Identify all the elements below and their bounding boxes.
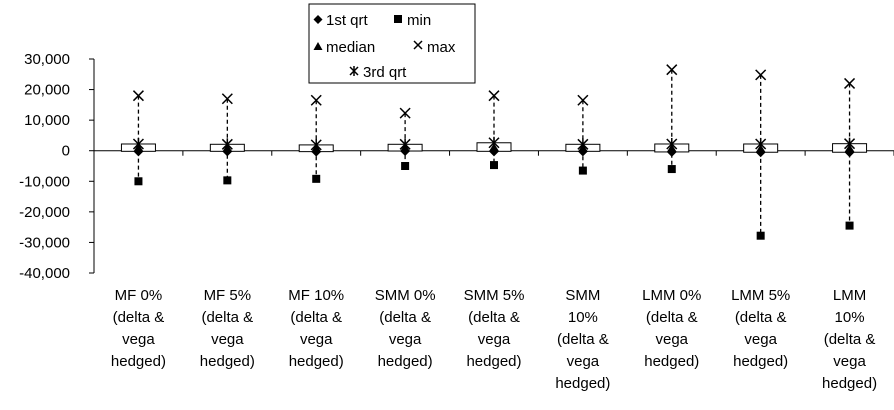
legend-diamond-icon <box>313 15 323 24</box>
min-marker <box>401 162 410 170</box>
legend-label-median: median <box>326 39 375 56</box>
legend-label-3rd-qrt: 3rd qrt <box>363 64 407 81</box>
category-2 <box>298 94 334 183</box>
legend-triangle-icon <box>313 42 323 50</box>
q1-marker <box>844 147 855 158</box>
x-axis: MF 0% (delta & vega hedged) MF 5% (delta & veg… <box>93 150 894 392</box>
q1-marker <box>133 146 144 157</box>
x-category-label: MF 5% (delta & vega hedged) <box>200 287 255 370</box>
legend-x-icon <box>413 40 423 50</box>
legend: 1st qrt min median max 3rd qrt <box>308 3 476 84</box>
max-marker <box>310 94 322 106</box>
y-tick-label: -10,000 <box>19 173 70 190</box>
x-category-label: LMM 10% (delta & vega hedged) <box>822 287 877 392</box>
legend-label-1st-qrt: 1st qrt <box>326 12 369 29</box>
plot-area <box>120 64 868 240</box>
max-marker <box>132 90 144 102</box>
category-3 <box>387 107 423 170</box>
q1-marker <box>577 146 588 157</box>
y-tick-label: -40,000 <box>19 265 70 282</box>
x-category-label: SMM 5% (delta & vega hedged) <box>464 287 525 370</box>
legend-label-max: max <box>427 39 456 56</box>
min-marker <box>756 231 765 240</box>
y-axis: 30,000 20,000 10,000 0 -10,000 -20,000 -30,000… <box>19 51 95 282</box>
min-marker <box>223 176 232 185</box>
category-0 <box>120 90 156 186</box>
legend-asterisk-icon <box>349 66 359 76</box>
category-5 <box>565 94 601 175</box>
legend-box <box>308 3 476 84</box>
max-marker <box>844 77 856 89</box>
q1-marker <box>666 146 677 157</box>
category-4 <box>476 90 512 170</box>
min-marker <box>667 165 676 174</box>
max-marker <box>755 69 767 81</box>
min-marker <box>312 174 321 183</box>
y-tick-label: 20,000 <box>24 82 70 99</box>
q1-marker <box>311 146 322 157</box>
legend-square-icon <box>394 15 402 23</box>
min-marker <box>490 161 498 170</box>
legend-label-min: min <box>407 12 431 29</box>
max-marker <box>399 107 411 119</box>
q1-marker <box>755 147 766 158</box>
x-category-label: LMM 5% (delta & vega hedged) <box>731 287 790 370</box>
y-tick-label: 10,000 <box>24 112 70 129</box>
category-7 <box>743 69 779 240</box>
category-8 <box>832 77 868 230</box>
y-tick-label: -30,000 <box>19 234 70 251</box>
max-marker <box>488 90 500 102</box>
x-category-label: MF 10% (delta & vega hedged) <box>288 287 344 370</box>
y-tick-label: 30,000 <box>24 51 70 68</box>
q1-marker <box>222 146 233 157</box>
category-1 <box>209 93 245 185</box>
min-marker <box>134 177 143 186</box>
min-marker <box>578 166 587 175</box>
max-marker <box>666 64 678 76</box>
x-category-label: LMM 0% (delta & vega hedged) <box>642 287 701 370</box>
x-category-label: SMM 10% (delta & vega hedged) <box>555 287 610 392</box>
x-category-label: SMM 0% (delta & vega hedged) <box>375 287 436 370</box>
category-6 <box>654 64 690 174</box>
x-category-label: MF 0% (delta & vega hedged) <box>111 287 166 370</box>
min-marker <box>845 221 854 230</box>
q1-marker <box>400 146 411 157</box>
y-tick-label: -20,000 <box>19 204 70 221</box>
max-marker <box>221 93 233 105</box>
q1-marker <box>489 146 499 157</box>
y-tick-label: 0 <box>62 143 70 160</box>
max-marker <box>577 94 589 106</box>
